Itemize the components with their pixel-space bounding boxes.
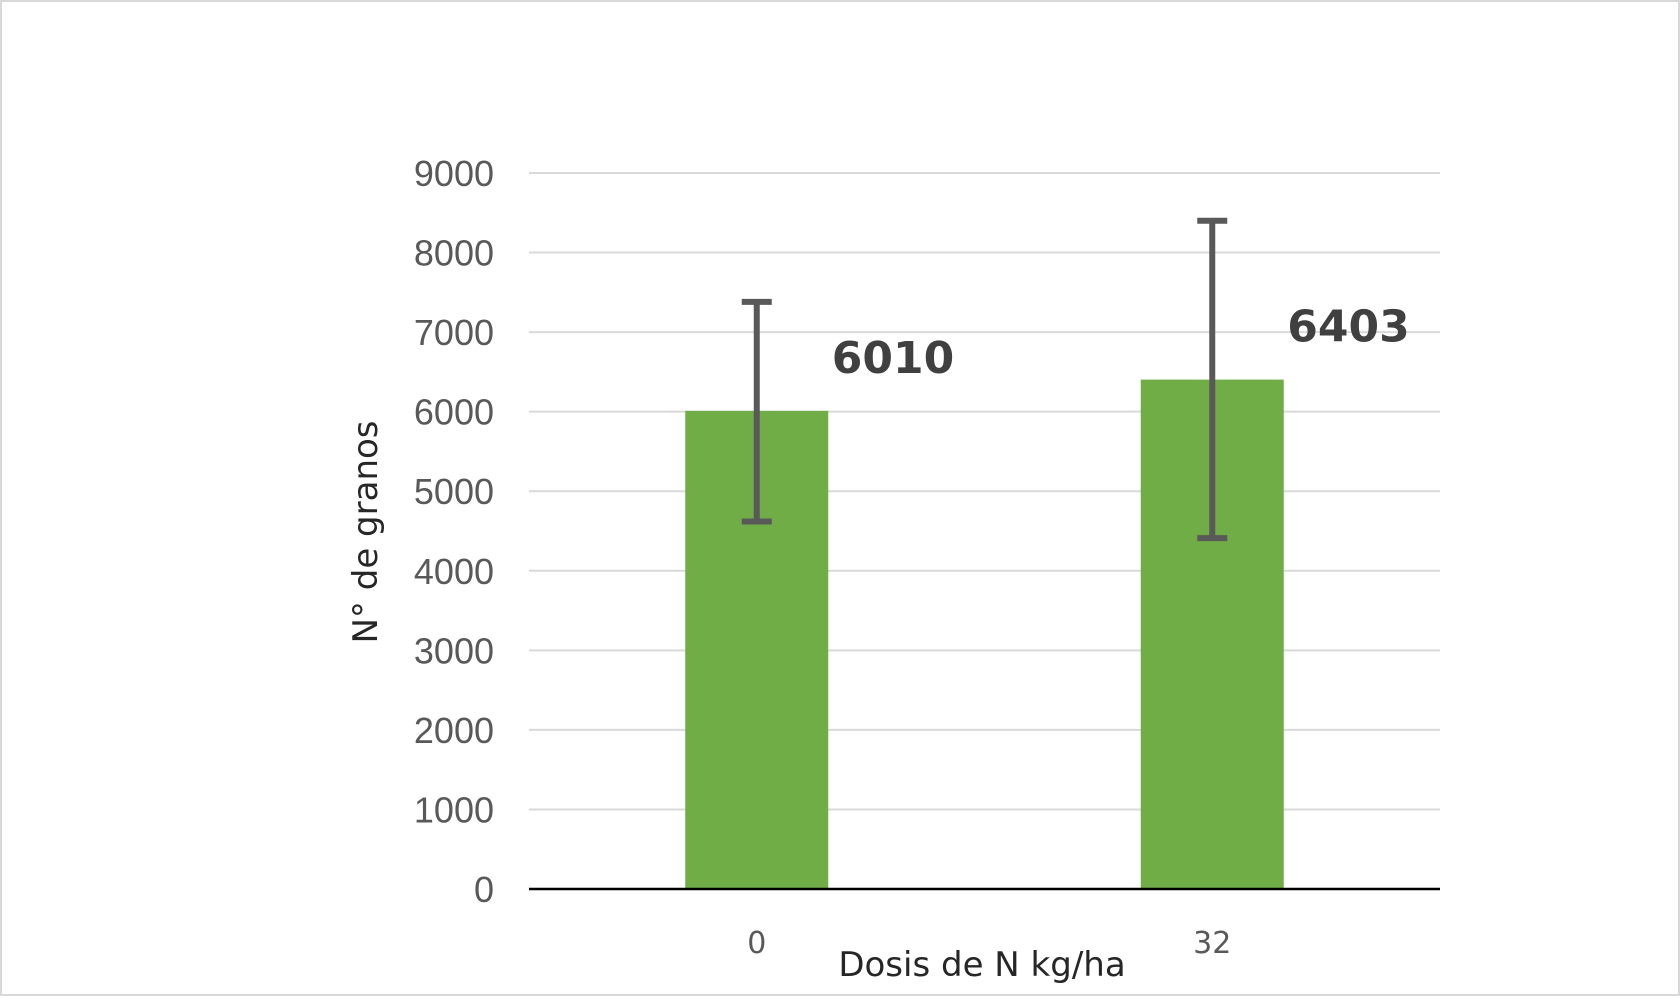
y-tick-label: 6000 (414, 392, 494, 433)
x-tick-label: 32 (1193, 926, 1231, 961)
bars (685, 379, 1284, 889)
y-tick-label: 9000 (414, 153, 494, 194)
error-bar (741, 298, 772, 525)
y-tick-label: 3000 (414, 630, 494, 671)
x-axis-title: Dosis de N kg/ha (838, 945, 1125, 985)
y-tick-label: 7000 (414, 312, 494, 353)
y-tick-label: 2000 (414, 710, 494, 751)
x-tick-label: 0 (747, 926, 766, 961)
gridlines (529, 172, 1440, 811)
error-bar (1197, 217, 1228, 542)
y-tick-label: 5000 (414, 471, 494, 512)
y-tick-label: 1000 (414, 789, 494, 830)
y-axis-tick-labels: 0 1000 2000 3000 4000 5000 6000 7000 8000 9000 (414, 153, 494, 910)
y-tick-label: 0 (474, 869, 494, 910)
y-tick-label: 4000 (414, 551, 494, 592)
error-bars (741, 217, 1228, 542)
data-label: 6010 (832, 333, 954, 384)
data-label: 6403 (1287, 302, 1409, 353)
data-labels: 6010 6403 (832, 302, 1410, 384)
y-axis-title: N° de granos (346, 420, 386, 643)
y-tick-label: 8000 (414, 233, 494, 274)
x-axis-tick-labels: 0 32 (747, 926, 1231, 961)
